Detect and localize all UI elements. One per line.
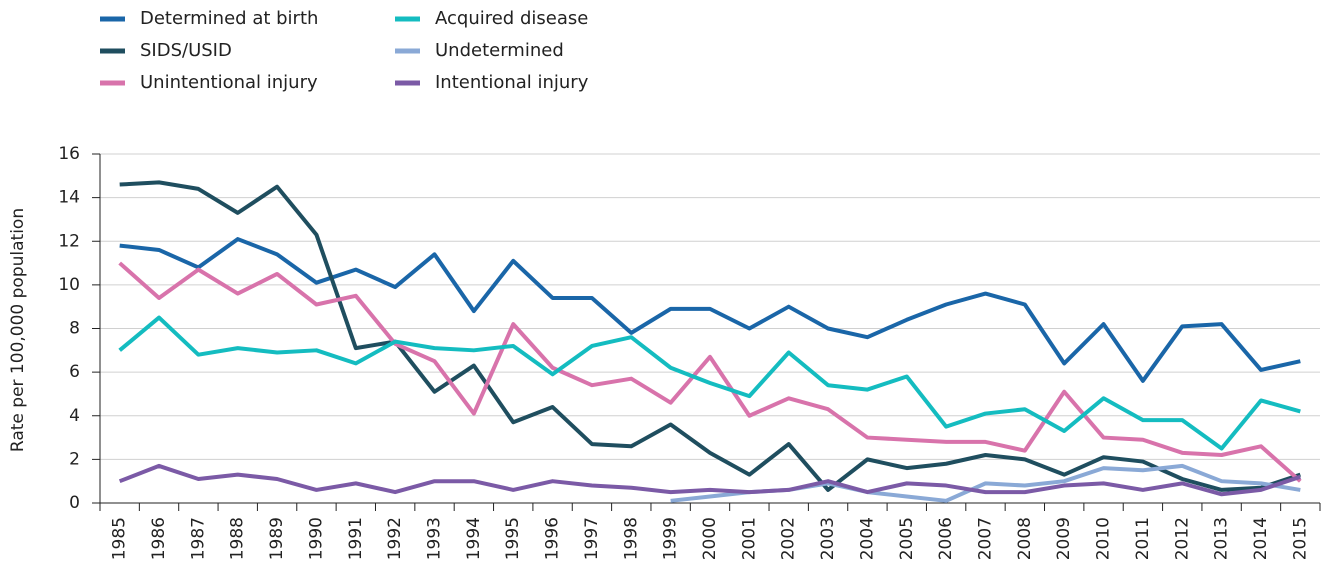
x-tick-label: 2014 (1251, 517, 1271, 560)
x-tick-label: 2008 (1015, 517, 1035, 560)
legend-label: Determined at birth (140, 8, 318, 29)
x-tick-label: 1995 (503, 517, 523, 560)
x-tick-label: 2006 (936, 517, 956, 560)
x-tick-label: 1998 (621, 517, 641, 560)
x-tick-label: 1992 (385, 517, 405, 560)
x-tick-label: 2007 (975, 517, 995, 560)
y-tick-label: 8 (69, 319, 80, 339)
legend-label: Unintentional injury (140, 72, 318, 93)
x-tick-label: 1997 (582, 517, 602, 560)
line (119, 180, 1301, 492)
x-tick-label: 2004 (857, 517, 877, 560)
x-tick-label: 1996 (543, 517, 563, 560)
x-tick-label: 1993 (425, 517, 445, 560)
x-tick-label: 1990 (306, 517, 326, 560)
legend-label: Undetermined (435, 40, 564, 61)
x-tick-label: 1985 (110, 517, 130, 560)
legend-label: SIDS/USID (140, 40, 232, 61)
line (670, 463, 1301, 503)
x-tick-label: 2001 (739, 517, 759, 560)
legend-label: Acquired disease (435, 8, 588, 29)
x-tick-label: 1999 (661, 517, 681, 560)
x-tick-label: 1986 (149, 517, 169, 560)
x-tick-label: 2015 (1290, 517, 1310, 560)
line (119, 237, 1301, 383)
y-tick-label: 12 (58, 231, 80, 251)
y-tick-label: 6 (69, 362, 80, 382)
x-tick-label: 2009 (1054, 517, 1074, 560)
x-tick-label: 2003 (818, 517, 838, 560)
legend-label: Intentional injury (435, 72, 589, 93)
x-tick-label: 1987 (188, 517, 208, 560)
x-tick-label: 1988 (228, 517, 248, 560)
x-tick-label: 1991 (346, 517, 366, 560)
x-tick-label: 1989 (267, 517, 287, 560)
x-tick-label: 2005 (897, 517, 917, 560)
line (118, 315, 1301, 451)
x-tick-label: 2011 (1133, 517, 1153, 560)
y-tick-label: 2 (69, 449, 80, 469)
legend: Determined at birth SIDS/USID Unintentiona… (100, 8, 589, 93)
x-tick-label: 2000 (700, 517, 720, 560)
y-tick-label: 14 (58, 188, 80, 208)
x-tick-label: 2012 (1172, 517, 1192, 560)
x-tick-label: 1994 (464, 517, 484, 560)
y-tick-label: 0 (69, 493, 80, 513)
y-tick-label: 10 (58, 275, 80, 295)
x-tick-label: 2013 (1212, 517, 1232, 560)
line (118, 261, 1302, 483)
line (118, 463, 1301, 497)
y-tick-label: 4 (69, 406, 80, 426)
y-axis-title: Rate per 100,000 population (8, 208, 28, 452)
x-tick-label: 2010 (1094, 517, 1114, 560)
y-tick-label: 16 (58, 144, 80, 164)
x-tick-label: 2002 (779, 517, 799, 560)
